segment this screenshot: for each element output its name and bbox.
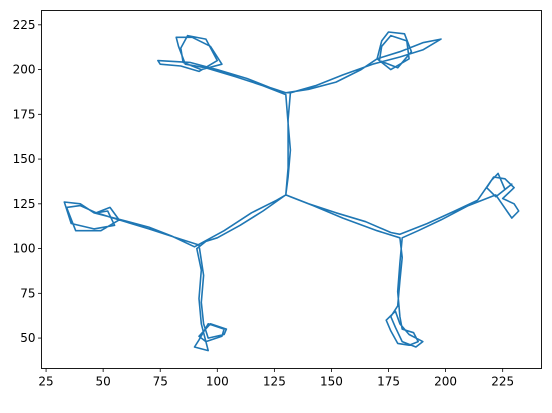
tick-layer: 25 50 75 100 125 150 175 200 225 50 75 100 125 150 175…: [13, 18, 515, 389]
y-tick-label-4: 150: [13, 152, 36, 166]
x-tick-label-0: 25: [38, 375, 53, 389]
plot-background: [41, 10, 542, 369]
x-tick-label-8: 225: [491, 375, 514, 389]
x-tick-label-2: 75: [153, 375, 168, 389]
x-tick-label-5: 150: [320, 375, 343, 389]
x-tick-label-4: 125: [263, 375, 286, 389]
plot-frame: [41, 10, 542, 369]
y-tick-label-2: 100: [13, 242, 36, 256]
y-tick-label-1: 75: [20, 286, 35, 300]
x-tick-label-3: 100: [206, 375, 229, 389]
y-tick-label-0: 50: [20, 331, 35, 345]
x-tick-label-1: 50: [96, 375, 111, 389]
y-tick-label-7: 225: [13, 18, 36, 32]
data-layer: [63, 31, 520, 352]
x-tick-label-7: 200: [434, 375, 457, 389]
y-tick-label-5: 175: [13, 107, 36, 121]
y-tick-label-6: 200: [13, 63, 36, 77]
y-tick-label-3: 125: [13, 197, 36, 211]
x-tick-label-6: 175: [377, 375, 400, 389]
series-line-0: [63, 31, 520, 352]
